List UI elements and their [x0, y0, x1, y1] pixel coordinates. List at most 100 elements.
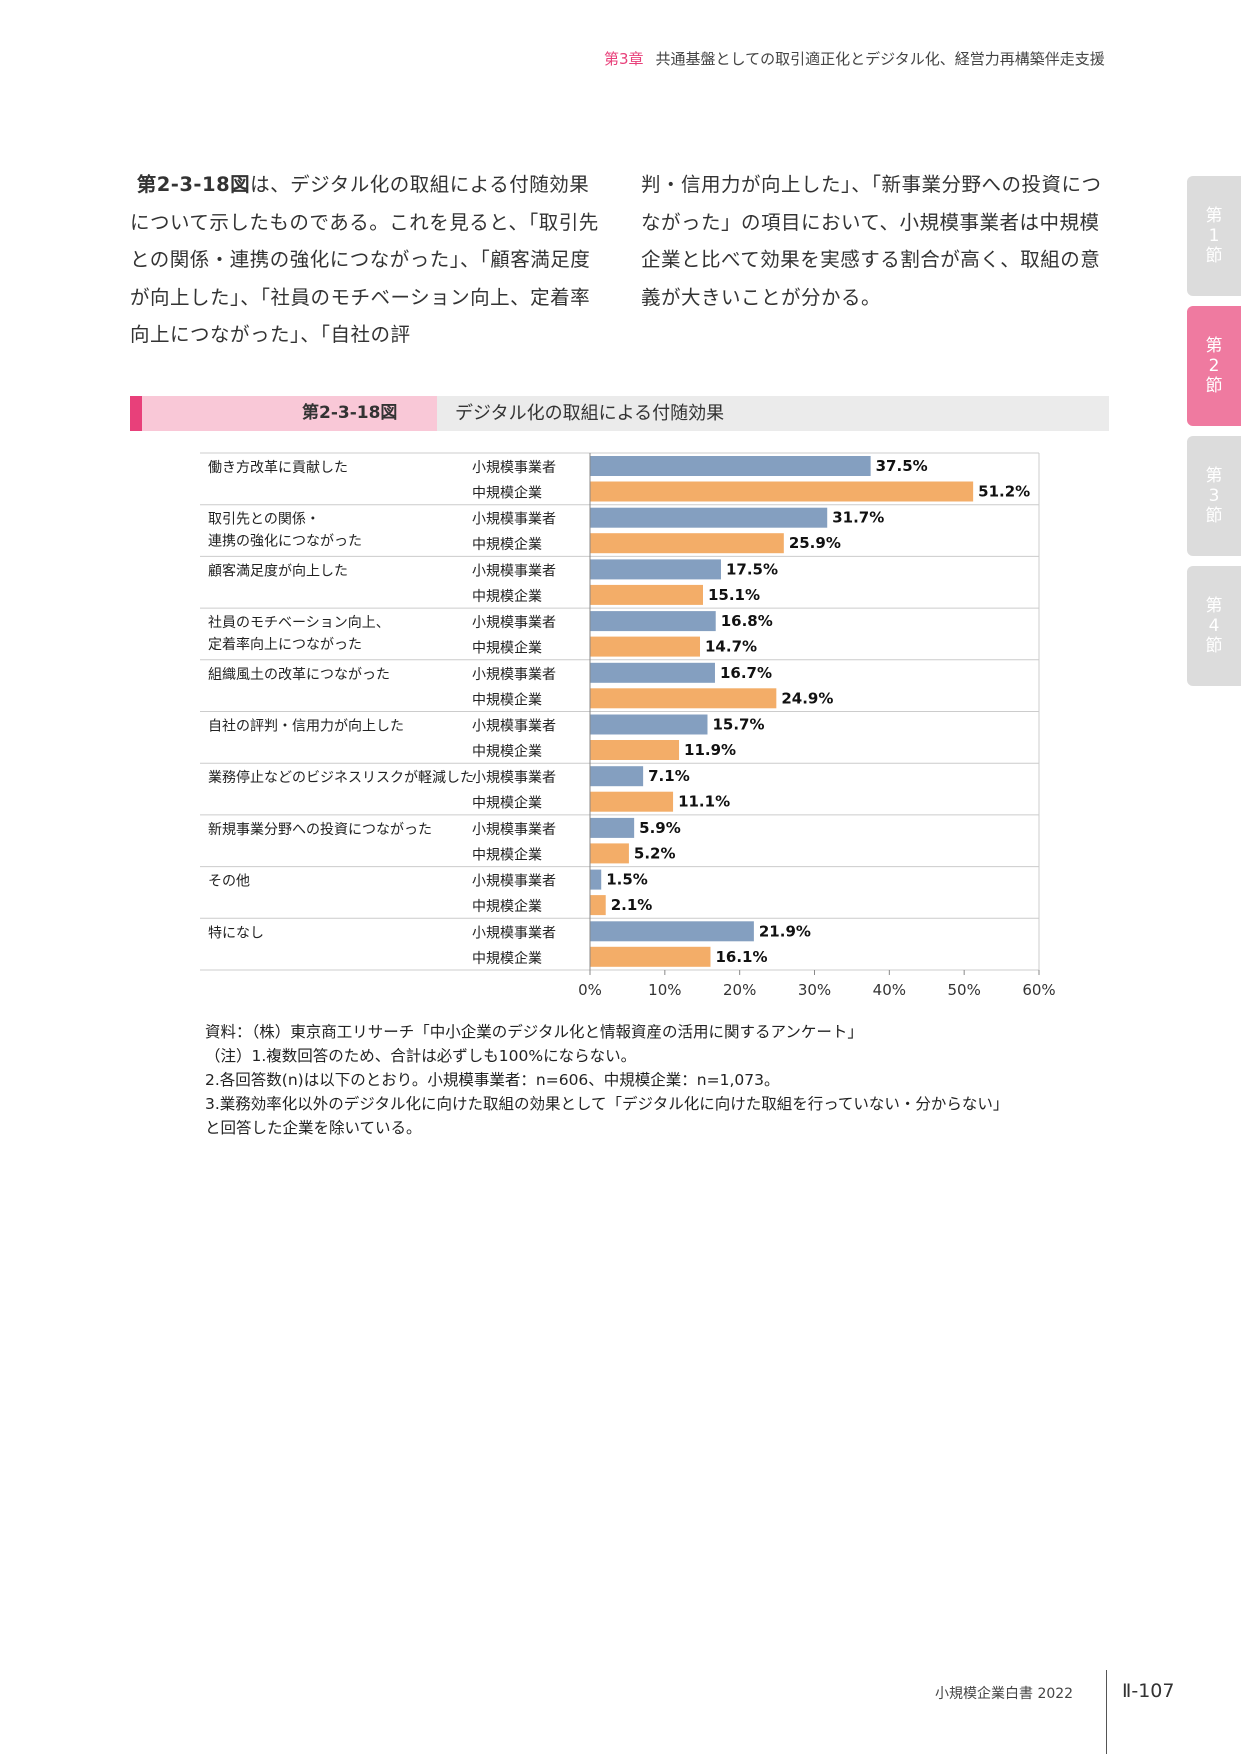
category-label: 顧客満足度が向上した	[208, 562, 348, 579]
bar	[590, 791, 674, 812]
bar	[590, 740, 680, 760]
bar	[590, 688, 777, 709]
category-label: 業務停止などのビジネスリスクが軽減した	[208, 769, 474, 786]
figure-number-text: 第2-3-18図	[302, 403, 398, 423]
bar	[590, 611, 716, 632]
figure-title-accent	[130, 396, 142, 431]
side-tab-label: 節	[1205, 636, 1223, 656]
series-label: 小規模事業者	[472, 719, 556, 735]
bar	[590, 817, 635, 838]
series-label: 中規模企業	[472, 485, 542, 502]
side-tab-label: 節	[1205, 506, 1223, 526]
value-label: 16.8%	[721, 612, 773, 630]
category-label: 定着率向上につながった	[208, 636, 362, 653]
side-tab-number: 4	[1208, 616, 1220, 636]
series-label: 小規模事業者	[472, 925, 556, 941]
bar	[590, 766, 644, 787]
series-label: 中規模企業	[472, 846, 542, 863]
bar	[590, 662, 715, 683]
bar	[590, 895, 606, 916]
note-3-cont: と回答した企業を除いている。	[205, 1119, 422, 1137]
note-2: 2.各回答数(n)は以下のとおり。小規模事業者：n=606、中規模企業：n=1,…	[205, 1071, 780, 1089]
category-label: 特になし	[208, 925, 264, 941]
value-label: 37.5%	[876, 457, 928, 475]
body-text-right: 判・信用力が向上した」、「新事業分野への投資につながった」の項目において、小規模…	[641, 166, 1111, 316]
side-tab-label: 第	[1205, 206, 1223, 226]
side-tab-label: 節	[1205, 376, 1223, 396]
body-text-left: 第2-3-18図は、デジタル化の取組による付随効果について示したものである。これ…	[130, 166, 600, 354]
figure-number: 第2-3-18図	[142, 396, 437, 431]
x-tick-label: 60%	[1022, 981, 1055, 999]
value-label: 24.9%	[781, 689, 833, 707]
value-label: 1.5%	[606, 871, 648, 889]
category-label: 連携の強化につながった	[208, 534, 362, 550]
value-label: 16.1%	[715, 948, 767, 966]
side-tab-label: 第	[1205, 466, 1223, 486]
note-3: 3.業務効率化以外のデジタル化に向けた取組の効果として「デジタル化に向けた取組を…	[205, 1095, 1009, 1113]
category-label: 取引先との関係・	[208, 512, 320, 528]
value-label: 25.9%	[789, 534, 841, 552]
body-text-right-content: 判・信用力が向上した」、「新事業分野への投資につながった」の項目において、小規模…	[641, 173, 1102, 309]
bar	[590, 636, 701, 657]
bar	[590, 481, 974, 502]
bar-chart: 働き方改革に貢献した 小規模事業者 37.5%中規模企業 51.2%取引先との関係・連…	[200, 452, 1056, 999]
value-label: 31.7%	[832, 509, 884, 527]
bar	[590, 456, 871, 476]
bar	[590, 946, 711, 967]
series-label: 中規模企業	[472, 588, 542, 605]
x-tick-label: 0%	[578, 981, 602, 999]
footer-divider	[1106, 1670, 1107, 1754]
x-tick-label: 10%	[648, 981, 681, 999]
value-label: 15.1%	[708, 586, 760, 604]
bar	[590, 584, 703, 605]
value-label: 5.2%	[634, 844, 676, 862]
series-label: 小規模事業者	[472, 563, 556, 579]
bar	[590, 714, 708, 735]
figure-title: デジタル化の取組による付随効果	[455, 403, 725, 424]
series-label: 小規模事業者	[472, 874, 556, 890]
body-text-left-content: は、デジタル化の取組による付随効果について示したものである。これを見ると、「取引…	[130, 173, 599, 346]
side-tab-number: 2	[1208, 356, 1220, 376]
figure-title-bar: 第2-3-18図 デジタル化の取組による付随効果	[130, 396, 1109, 431]
note-1: （注）1.複数回答のため、合計は必ずしも100%にならない。	[205, 1047, 637, 1065]
figure-notes: 資料：（株）東京商工リサーチ「中小企業のデジタル化と情報資産の活用に関するアンケ…	[205, 1020, 1065, 1140]
x-tick-label: 20%	[723, 981, 756, 999]
chapter-label: 第3章	[604, 50, 644, 68]
page-number: Ⅱ-107	[1122, 1680, 1175, 1702]
value-label: 11.9%	[684, 741, 736, 759]
figure-reference: 第2-3-18図	[136, 173, 251, 196]
series-label: 中規模企業	[472, 795, 542, 812]
category-label: 社員のモチベーション向上、	[208, 615, 390, 631]
series-label: 中規模企業	[472, 743, 542, 760]
value-label: 5.9%	[639, 819, 681, 837]
x-tick-label: 40%	[873, 981, 906, 999]
note-source: 資料：（株）東京商工リサーチ「中小企業のデジタル化と情報資産の活用に関するアンケ…	[205, 1023, 863, 1041]
bar	[590, 533, 784, 554]
bar	[590, 869, 602, 890]
x-tick-label: 30%	[798, 981, 831, 999]
category-label: 働き方改革に貢献した	[208, 460, 348, 476]
footer-publication: 小規模企業白書 2022	[935, 1686, 1074, 1702]
category-label: 組織風土の改革につながった	[208, 667, 390, 683]
series-label: 中規模企業	[472, 640, 542, 657]
chapter-title: 共通基盤としての取引適正化とデジタル化、経営力再構築伴走支援	[655, 50, 1105, 68]
x-tick-label: 50%	[947, 981, 980, 999]
value-label: 21.9%	[759, 922, 811, 940]
series-label: 小規模事業者	[472, 770, 556, 786]
bar	[590, 843, 629, 864]
series-label: 小規模事業者	[472, 512, 556, 528]
side-tab-label: 節	[1205, 246, 1223, 266]
series-label: 小規模事業者	[472, 615, 556, 631]
series-label: 小規模事業者	[472, 667, 556, 683]
value-label: 2.1%	[611, 896, 653, 914]
value-label: 16.7%	[720, 664, 772, 682]
value-label: 14.7%	[705, 638, 757, 656]
bar	[590, 507, 828, 528]
series-label: 中規模企業	[472, 691, 542, 708]
series-label: 中規模企業	[472, 950, 542, 967]
side-tab-label: 第	[1205, 596, 1223, 616]
